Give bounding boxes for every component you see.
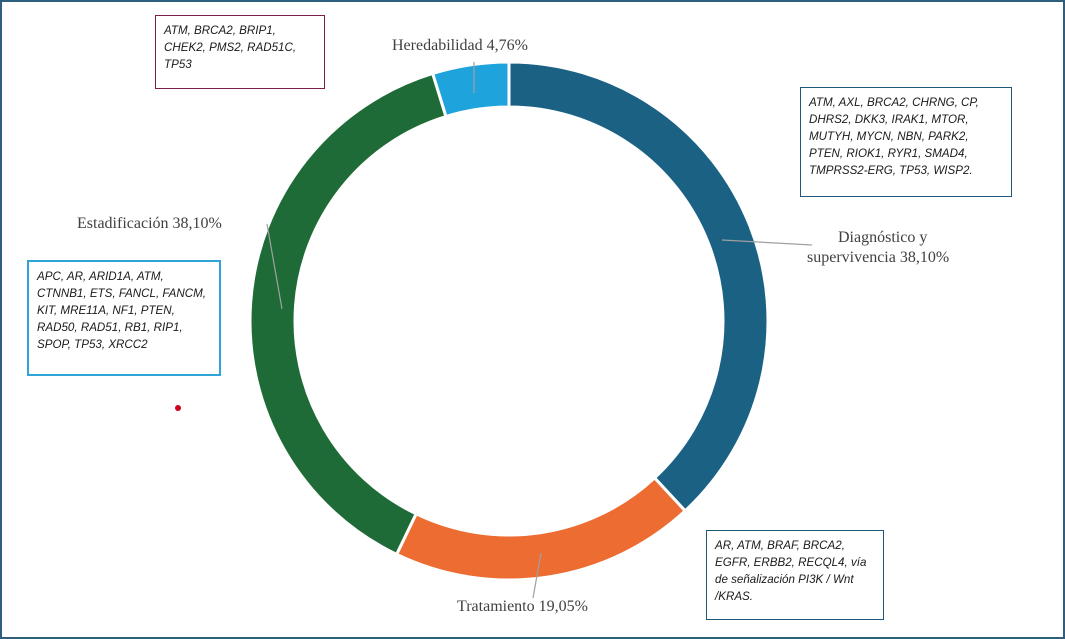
donut-slice-estadificacion — [248, 71, 448, 557]
gene-box-diagnostico: ATM, AXL, BRCA2, CHRNG, CP, DHRS2, DKK3,… — [800, 87, 1012, 197]
slice-label-diagnostico-line2: supervivencia 38,10% — [807, 249, 950, 266]
donut-slice-tratamiento — [394, 475, 688, 582]
slice-label-diagnostico-line1: Diagnóstico y — [838, 229, 928, 246]
gene-box-heredabilidad: ATM, BRCA2, BRIP1, CHEK2, PMS2, RAD51C, … — [155, 15, 325, 89]
slice-label-heredabilidad: Heredabilidad 4,76% — [392, 37, 528, 54]
leader-line-diagnostico — [721, 239, 813, 246]
leader-line-tratamiento — [532, 552, 542, 599]
slice-label-tratamiento: Tratamiento 19,05% — [457, 598, 588, 615]
gene-box-tratamiento: AR, ATM, BRAF, BRCA2, EGFR, ERBB2, RECQL… — [706, 530, 884, 620]
slice-label-estadificacion: Estadificación 38,10% — [77, 215, 222, 232]
red-dot-marker — [175, 405, 181, 411]
donut-slice-diagnostico-y-supervivencia — [507, 60, 770, 513]
gene-box-estadificacion: APC, AR, ARID1A, ATM, CTNNB1, ETS, FANCL… — [27, 260, 221, 376]
leader-line-estadificacion — [266, 223, 283, 310]
donut-slice-heredabilidad — [430, 60, 511, 119]
